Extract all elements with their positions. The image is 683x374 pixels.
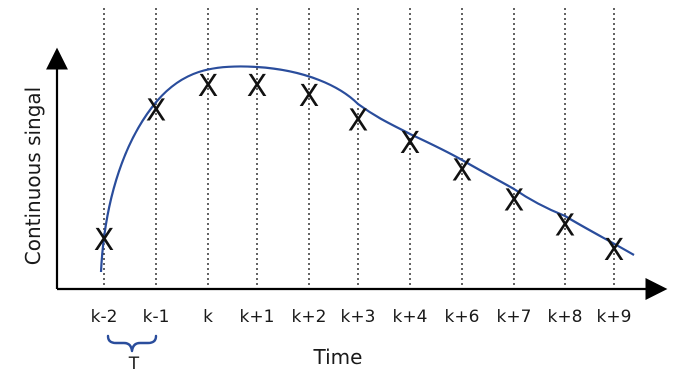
sample-marker-k: X (198, 69, 219, 104)
sample-marker-k+3: X (348, 104, 369, 139)
tick-label-k-2: k-2 (91, 307, 118, 327)
tick-label-k-1: k-1 (143, 307, 170, 327)
y-axis-label: Continuous singal (21, 87, 45, 265)
sample-grid-lines (103, 8, 615, 289)
sample-marker-k+7: X (504, 183, 525, 218)
sample-marker-k+4: X (400, 126, 421, 161)
sampling-period-label: T (128, 354, 140, 374)
sampling-period-brace (106, 334, 158, 353)
sample-marker-k+1: X (247, 69, 268, 104)
sample-marker-k-1: X (146, 94, 167, 129)
tick-label-k+9: k+9 (597, 307, 632, 327)
sample-marker-k+6: X (452, 153, 473, 188)
tick-label-k+6: k+6 (445, 307, 480, 327)
tick-label-k+7: k+7 (497, 307, 532, 327)
sample-marker-k+9: X (604, 233, 625, 268)
tick-label-k+4: k+4 (393, 307, 428, 327)
tick-label-k+3: k+3 (341, 307, 376, 327)
tick-label-k: k (203, 307, 213, 327)
sample-marker-k-2: X (94, 223, 115, 258)
sample-marker-k+8: X (555, 208, 576, 243)
x-tick-labels: k-2 k-1 k k+1 k+2 k+3 k+4 k+6 k+7 k+8 k+9 (91, 307, 632, 327)
continuous-signal-curve (99, 65, 635, 273)
tick-label-k+8: k+8 (548, 307, 583, 327)
tick-label-k+2: k+2 (292, 307, 327, 327)
sample-marker-k+2: X (299, 79, 320, 114)
x-axis-label: Time (313, 345, 363, 369)
tick-label-k+1: k+1 (240, 307, 275, 327)
